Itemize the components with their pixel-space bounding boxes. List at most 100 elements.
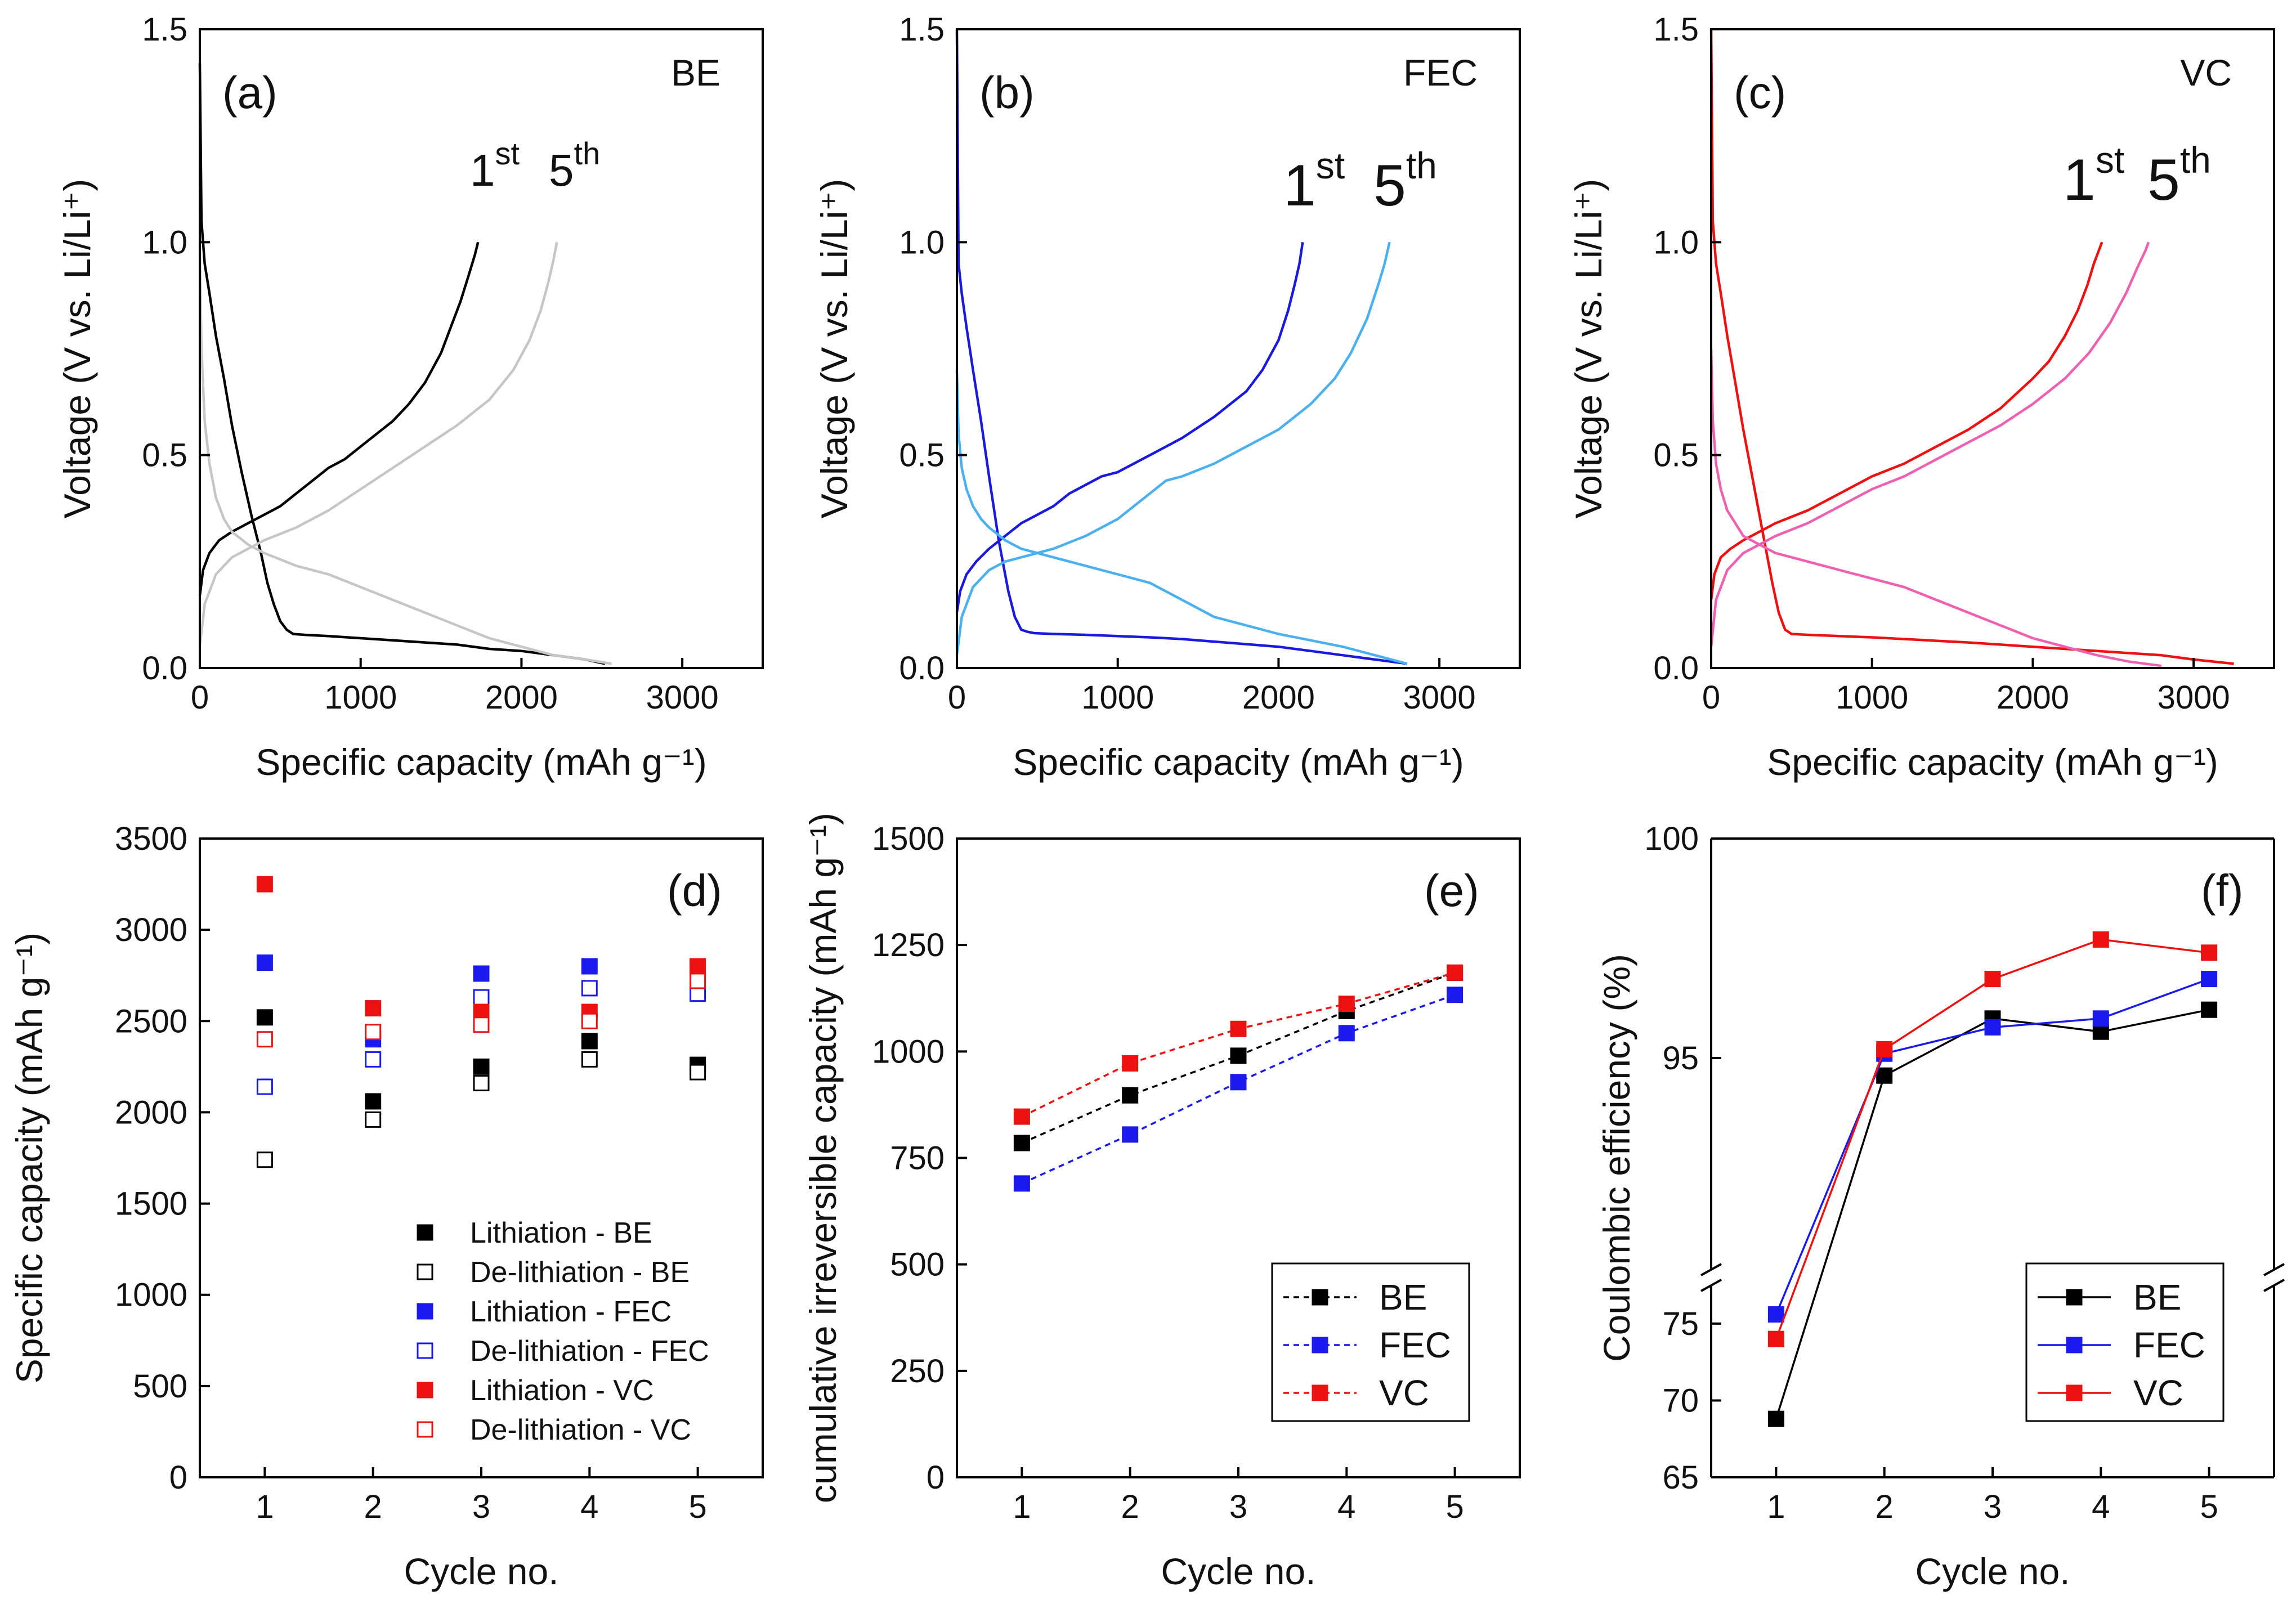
- x-tick-label: 4: [2092, 1489, 2110, 1525]
- curve-5th-lithiation: [955, 370, 1408, 665]
- point-Lithiation---BE: [581, 1033, 598, 1050]
- y-tick-label: 0.0: [1653, 650, 1699, 687]
- legend-label: FEC: [1379, 1325, 1451, 1365]
- point-De-lithiation---VC: [256, 1031, 273, 1048]
- x-axis-label: Cycle no.: [1915, 1550, 2070, 1592]
- point-De-lithiation---BE: [690, 1064, 706, 1081]
- x-axis-label: Specific capacity (mAh g⁻¹): [1013, 741, 1463, 783]
- axis-break-mark: [1700, 1263, 1722, 1276]
- y-tick-label: 2500: [115, 1003, 187, 1039]
- x-axis-label: Specific capacity (mAh g⁻¹): [1767, 741, 2218, 783]
- legend-marker: [417, 1303, 433, 1320]
- x-tick-label: 5: [688, 1489, 706, 1525]
- point-FEC: [1338, 1025, 1355, 1042]
- curve-5th-lithiation: [198, 242, 612, 665]
- y-axis-label: Voltage (V vs. Li/Li⁺): [813, 179, 855, 518]
- legend-marker: [417, 1421, 433, 1438]
- x-tick-label: 2: [1876, 1489, 1894, 1525]
- panel-label: (e): [1424, 866, 1479, 916]
- curve-1st-delithiation: [1709, 241, 2103, 600]
- panel-d-specific-capacity: 1 2 3 4 5 Cycle no. 0 500 1000 1500 2000 2500 3000 35…: [8, 821, 764, 1592]
- curve-1st-lithiation: [1709, 29, 2234, 665]
- x-tick-label: 1000: [324, 679, 397, 716]
- legend-marker: [1312, 1384, 1328, 1401]
- point-BE: [1013, 1135, 1030, 1151]
- y-tick-label: 75: [1662, 1306, 1699, 1342]
- point-Lithiation---FEC: [581, 958, 598, 975]
- point-De-lithiation---VC: [581, 1012, 598, 1029]
- y-tick-label: 0.5: [142, 437, 187, 474]
- panel-a-voltage-profile-be: 0 1000 2000 3000 Specific capacity (mAh g⁻¹)…: [56, 11, 764, 783]
- point-BE: [1767, 1410, 1784, 1427]
- point-Lithiation---BE: [365, 1093, 382, 1110]
- panel-c-voltage-profile-vc: 0 1000 2000 3000 Specific capacity (mAh g⁻¹)…: [1568, 11, 2275, 783]
- point-FEC: [2201, 971, 2218, 988]
- legend-label: BE: [1379, 1277, 1427, 1317]
- point-De-lithiation---FEC: [473, 989, 490, 1006]
- x-tick-label: 2000: [1997, 679, 2069, 716]
- y-tick-label: 1.5: [899, 11, 945, 48]
- legend-label: FEC: [2133, 1325, 2205, 1365]
- y-tick-label: 1000: [115, 1277, 187, 1314]
- y-axis-label: Specific capacity (mAh g⁻¹): [8, 933, 50, 1383]
- legend-label: De-lithiation - VC: [470, 1414, 691, 1446]
- y-tick-label: 1.0: [899, 224, 945, 261]
- point-De-lithiation---FEC: [256, 1078, 273, 1095]
- point-Lithiation---FEC: [473, 965, 490, 982]
- electrolyte-tag: VC: [2180, 52, 2232, 93]
- legend-marker: [417, 1263, 433, 1280]
- y-tick-label: 0.0: [142, 650, 187, 687]
- legend-marker: [417, 1342, 433, 1359]
- point-BE: [2201, 1001, 2218, 1018]
- panel-label: (c): [1734, 68, 1786, 118]
- cycle-label: 5th: [2147, 139, 2211, 213]
- curve-5th-lithiation: [1709, 348, 2162, 667]
- legend-label: VC: [2133, 1373, 2183, 1413]
- point-De-lithiation---BE: [473, 1075, 490, 1092]
- point-FEC: [2092, 1010, 2109, 1027]
- y-tick-label: 500: [133, 1368, 187, 1405]
- curve-1st-lithiation: [955, 29, 1408, 665]
- point-VC: [1013, 1108, 1030, 1125]
- point-De-lithiation---BE: [365, 1111, 382, 1128]
- legend-marker: [1312, 1337, 1328, 1353]
- x-tick-label: 4: [1337, 1489, 1355, 1525]
- x-tick-label: 1000: [1081, 679, 1154, 716]
- cycle-label: 1st: [2063, 139, 2124, 213]
- point-De-lithiation---BE: [256, 1151, 273, 1168]
- y-tick-label: 0.0: [899, 650, 945, 687]
- axes-frame: [199, 28, 764, 669]
- x-tick-label: 5: [1445, 1489, 1463, 1525]
- x-tick-label: 0: [191, 679, 209, 716]
- panel-e-cumulative-irreversible-capacity: 1 2 3 4 5 Cycle no. 0 250 500 750 1000 1250 1500 cumu…: [802, 813, 1521, 1592]
- point-De-lithiation---BE: [581, 1051, 598, 1068]
- legend-box: [1271, 1262, 1470, 1422]
- point-BE: [1230, 1047, 1247, 1064]
- point-De-lithiation---FEC: [365, 1051, 382, 1068]
- legend-label: De-lithiation - FEC: [470, 1335, 709, 1368]
- electrolyte-tag: FEC: [1403, 52, 1478, 93]
- x-tick-label: 2000: [485, 679, 558, 716]
- panel-label: (b): [979, 68, 1035, 118]
- point-FEC: [1013, 1175, 1030, 1192]
- point-VC: [1230, 1020, 1247, 1037]
- y-tick-label: 0.5: [899, 437, 945, 474]
- y-tick-label: 1250: [872, 927, 945, 963]
- y-tick-label: 1.0: [142, 224, 187, 261]
- curve-5th-delithiation: [198, 241, 558, 647]
- panel-label: (f): [2201, 866, 2244, 916]
- curve-1st-delithiation: [198, 241, 480, 596]
- point-VC: [1767, 1330, 1784, 1347]
- y-tick-label: 1.0: [1653, 224, 1699, 261]
- y-tick-label: 1500: [115, 1186, 187, 1222]
- point-BE: [1122, 1087, 1139, 1104]
- y-tick-label: 65: [1662, 1459, 1699, 1496]
- curve-1st-lithiation: [198, 63, 606, 665]
- y-axis-label: cumulative irreversible capacity (mAh g⁻…: [802, 813, 844, 1503]
- x-axis-label: Cycle no.: [404, 1550, 558, 1592]
- point-VC: [1876, 1041, 1893, 1057]
- y-tick-label: 70: [1662, 1382, 1699, 1419]
- x-tick-label: 5: [2200, 1489, 2218, 1525]
- y-axis-label: Coulombic efficiency (%): [1596, 954, 1637, 1362]
- point-VC: [1338, 996, 1355, 1012]
